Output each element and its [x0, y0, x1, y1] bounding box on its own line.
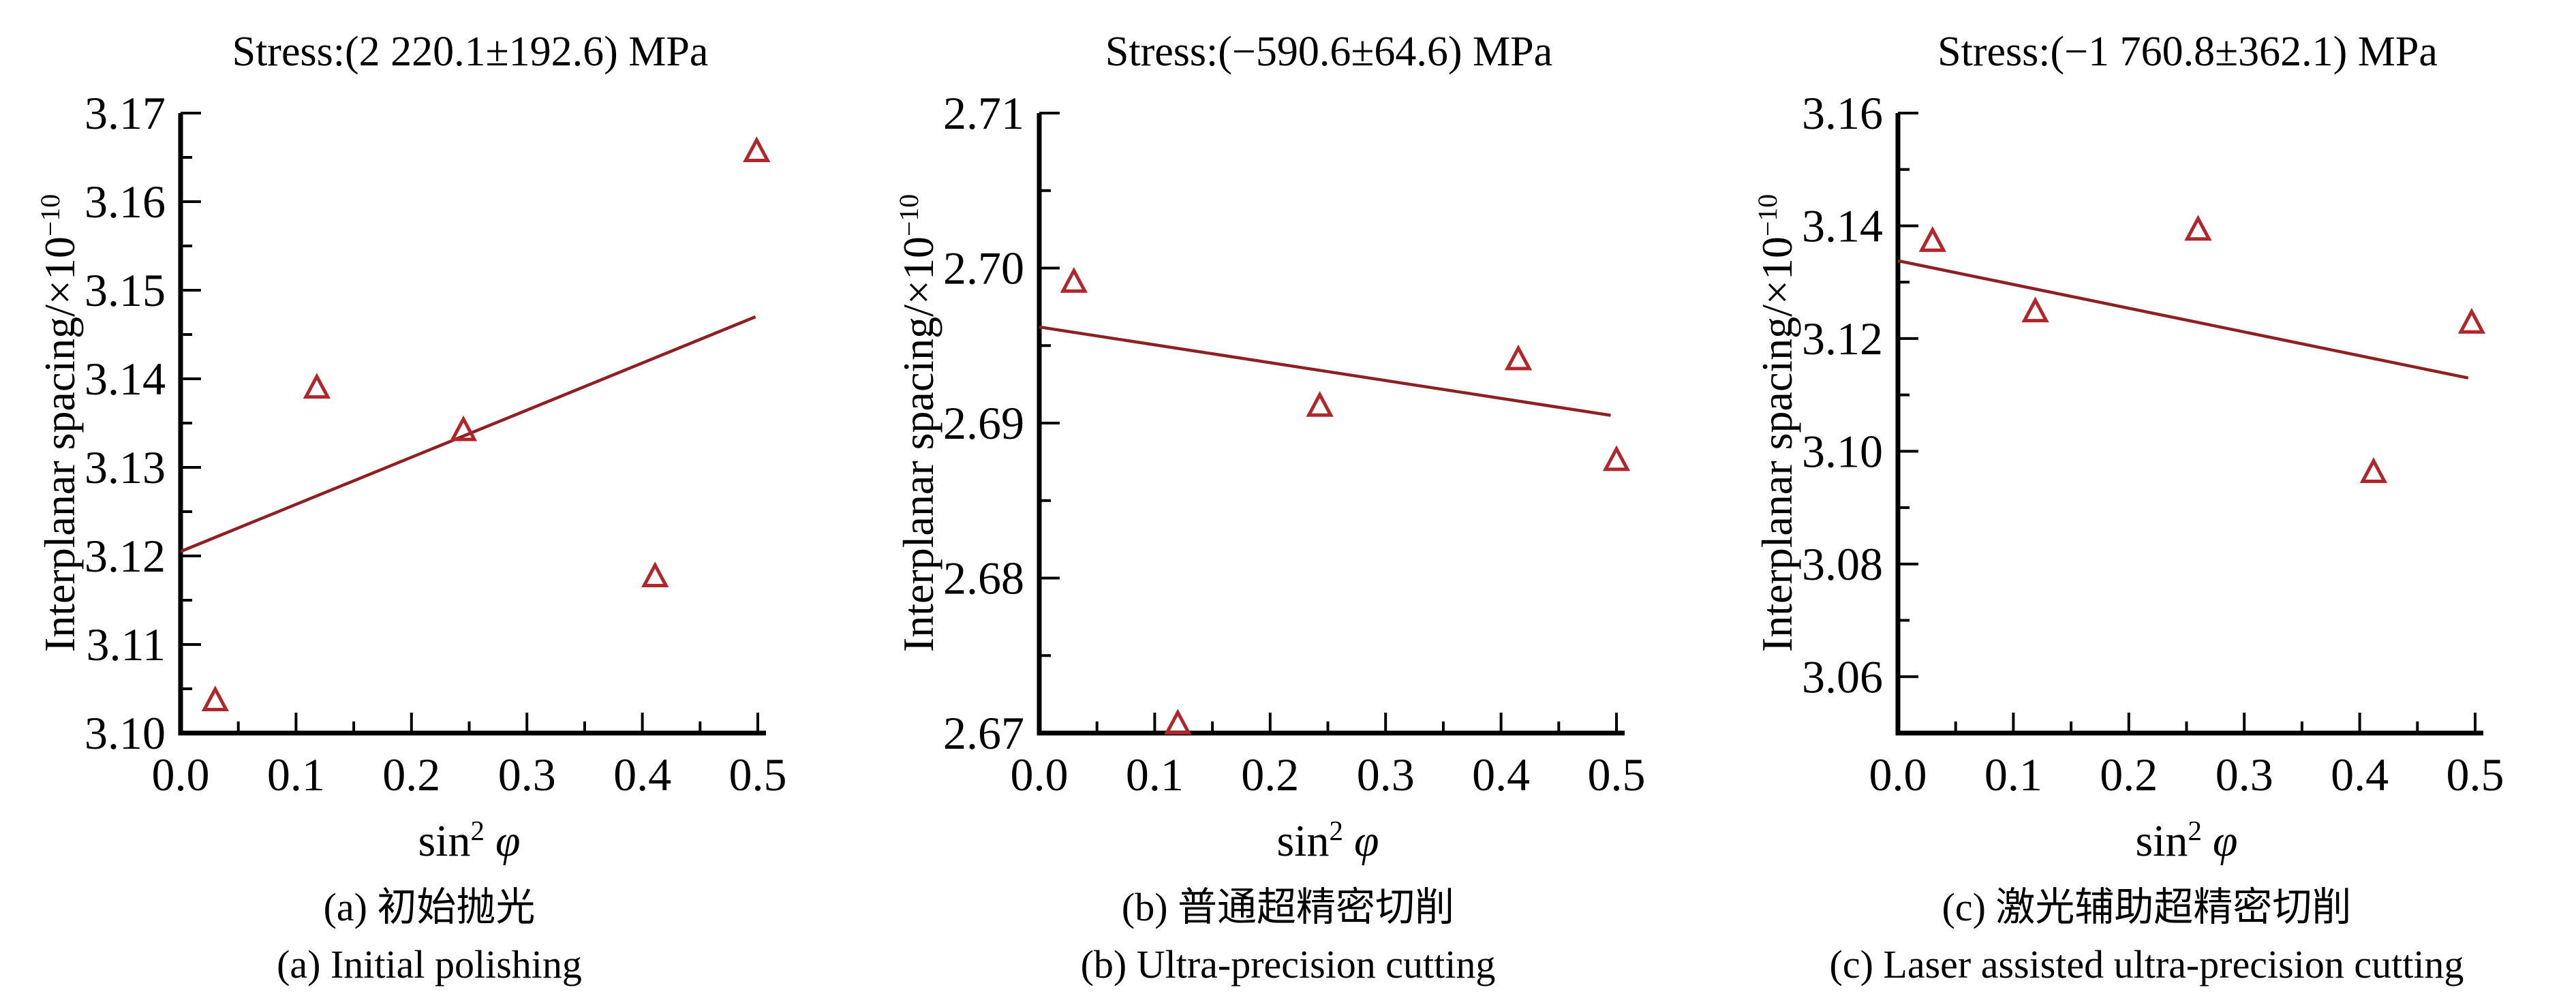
scatter-plot: 3.10 3.11 3.12 3.13 3.14 3.15 3.16 3.17 0.0 0.1 0.… — [85, 87, 787, 801]
y-tick-label: 3.13 — [85, 441, 166, 493]
x-tick-label: 0.4 — [1472, 749, 1530, 801]
x-axis-label-text: sin — [1276, 816, 1330, 866]
y-tick-label: 2.67 — [943, 707, 1024, 759]
axes — [1895, 113, 2483, 736]
y-tick-label: 2.69 — [943, 397, 1024, 449]
x-axis-label: sin2 φ — [1039, 815, 1616, 867]
x-tick-label: 0.1 — [1984, 749, 2042, 801]
x-tick-label: 0.5 — [1588, 749, 1646, 801]
data-point-marker — [1164, 709, 1192, 735]
chart-title: Stress:(−590.6±64.6) MPa — [1105, 29, 1553, 75]
caption-chinese: (c) 激光辅助超精密切削 — [1942, 885, 2352, 929]
y-tick-label: 3.15 — [85, 264, 166, 316]
y-tick-label: 3.06 — [1802, 651, 1883, 702]
caption-chinese: (a) 初始抛光 — [323, 885, 536, 929]
y-tick-label: 3.14 — [1802, 200, 1883, 251]
y-tick-label: 3.14 — [85, 353, 166, 405]
data-point-marker — [743, 136, 771, 162]
y-tick-label: 3.10 — [85, 707, 166, 759]
caption-chinese: (b) 普通超精密切削 — [1121, 885, 1455, 929]
data-point-marker — [1306, 390, 1334, 417]
x-tick-label: 0.1 — [1126, 749, 1184, 801]
data-point-marker — [1602, 445, 1631, 471]
x-tick-label: 0.2 — [1241, 749, 1299, 801]
axes — [1037, 113, 1625, 736]
fit-line — [1897, 259, 2469, 380]
y-tick-label: 3.08 — [1802, 538, 1883, 590]
data-point-marker — [2359, 457, 2388, 483]
y-tick-label: 3.12 — [85, 530, 166, 582]
x-axis-label: sin2 φ — [181, 815, 758, 867]
caption-english: (b) Ultra-precision cutting — [1080, 942, 1496, 987]
y-tick-label: 3.12 — [1802, 313, 1883, 364]
chart-title: Stress:(−1 760.8±362.1) MPa — [1937, 29, 2438, 75]
axes — [178, 113, 766, 736]
x-axis-label-exponent: 2 — [2188, 816, 2202, 846]
x-tick-label: 0.3 — [2215, 749, 2273, 801]
scatter-plot: 2.67 2.68 2.69 2.70 2.71 0.0 0.1 0.2 0.3 0.4 0.5 — [943, 87, 1646, 801]
data-point-marker — [2021, 296, 2049, 323]
x-axis-label-exponent: 2 — [470, 816, 485, 846]
caption-english: (c) Laser assisted ultra-precision cutti… — [1829, 942, 2464, 987]
data-point-marker — [2457, 307, 2486, 334]
phi-symbol: φ — [495, 816, 521, 866]
x-tick-label: 0.4 — [613, 749, 671, 801]
fit-line — [180, 315, 756, 553]
x-axis-label-text: sin — [2135, 816, 2188, 866]
data-point-marker — [1918, 226, 1946, 252]
x-tick-label: 0.0 — [152, 749, 210, 801]
x-tick-label: 0.2 — [382, 749, 440, 801]
x-tick-label: 0.3 — [498, 749, 556, 801]
x-tick-label: 0.0 — [1869, 749, 1927, 801]
x-tick-label: 0.0 — [1011, 749, 1069, 801]
scatter-plot: 3.06 3.08 3.10 3.12 3.14 3.16 0.0 0.1 0.2 0.3 0.4 0… — [1802, 87, 2504, 801]
x-tick-label: 0.1 — [267, 749, 325, 801]
x-axis-label-exponent: 2 — [1329, 816, 1343, 846]
x-axis-label-text: sin — [418, 816, 471, 866]
data-point-marker — [449, 415, 478, 441]
data-point-marker — [2184, 215, 2212, 241]
chart-panel-a: Stress:(2 220.1±192.6) MPa Interplanar s… — [0, 0, 859, 994]
data-point-marker — [201, 685, 229, 711]
y-tick-label: 3.16 — [85, 176, 166, 228]
caption-english: (a) Initial polishing — [277, 942, 582, 987]
y-tick-label: 2.71 — [943, 87, 1024, 139]
x-tick-label: 0.2 — [2100, 749, 2158, 801]
x-tick-label: 0.3 — [1357, 749, 1415, 801]
y-tick-label: 3.11 — [87, 619, 166, 670]
y-tick-label: 3.17 — [85, 87, 166, 139]
chart-panel-c: Stress:(−1 760.8±362.1) MPa Interplanar … — [1717, 0, 2576, 994]
x-axis-label: sin2 φ — [1898, 815, 2475, 867]
y-tick-label: 2.68 — [943, 553, 1024, 604]
fit-line — [1039, 325, 1611, 417]
data-point-marker — [641, 561, 669, 587]
x-tick-label: 0.4 — [2331, 749, 2389, 801]
chart-title: Stress:(2 220.1±192.6) MPa — [232, 29, 709, 75]
y-tick-label: 2.70 — [943, 243, 1024, 294]
data-point-marker — [303, 373, 331, 399]
data-point-marker — [1060, 266, 1088, 293]
phi-symbol: φ — [2212, 816, 2238, 866]
y-tick-label: 3.16 — [1802, 87, 1883, 139]
x-tick-label: 0.5 — [729, 749, 787, 801]
y-tick-label: 3.10 — [1802, 425, 1883, 477]
phi-symbol: φ — [1353, 816, 1379, 866]
data-point-marker — [1504, 344, 1533, 371]
chart-panel-b: Stress:(−590.6±64.6) MPa Interplanar spa… — [859, 0, 1717, 994]
x-tick-label: 0.5 — [2447, 749, 2504, 801]
